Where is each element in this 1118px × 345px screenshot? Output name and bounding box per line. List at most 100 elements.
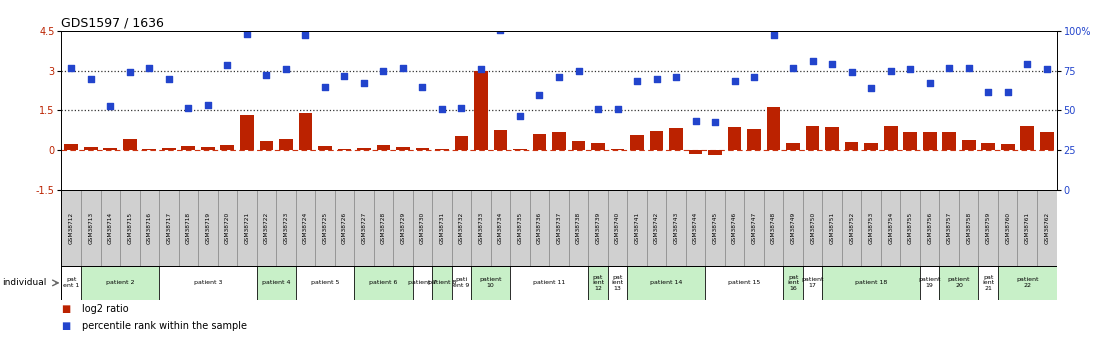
Point [472,67,490,72]
Bar [471,266,510,300]
Point [316,84,334,89]
Bar [685,190,705,266]
Point [121,69,139,75]
Point [569,68,587,73]
Bar [959,190,978,266]
Bar [295,266,354,300]
Point [63,65,80,71]
Bar [786,144,800,150]
Text: GSM38758: GSM38758 [966,211,972,244]
Bar [627,266,705,300]
Bar [416,148,429,150]
Bar [803,190,823,266]
Text: GSM38734: GSM38734 [498,211,503,244]
Bar [571,141,586,150]
Text: GSM38739: GSM38739 [596,211,600,244]
Text: patient 8: patient 8 [428,280,456,285]
Bar [982,144,995,150]
Point [550,75,568,80]
Bar [864,143,878,150]
Bar [631,135,644,150]
Bar [764,190,784,266]
Point [959,65,977,71]
Text: GSM38754: GSM38754 [888,211,893,244]
Bar [377,145,390,150]
Text: GSM38736: GSM38736 [537,211,542,244]
Text: GSM38744: GSM38744 [693,211,698,244]
Bar [1017,190,1038,266]
Point [921,80,939,85]
Bar [670,128,683,150]
Text: GDS1597 / 1636: GDS1597 / 1636 [61,17,164,30]
Bar [280,139,293,150]
Text: GSM38762: GSM38762 [1044,211,1050,244]
Bar [569,190,588,266]
Bar [724,190,745,266]
Bar [80,190,101,266]
Point [843,69,861,75]
Text: GSM38745: GSM38745 [712,211,718,244]
Point [1018,61,1036,67]
Text: GSM38721: GSM38721 [245,211,249,244]
Bar [101,190,120,266]
Point [647,76,665,81]
Bar [705,266,784,300]
Bar [939,190,959,266]
Text: GSM38733: GSM38733 [479,211,483,244]
Point [1038,67,1055,72]
Text: pat
ient
12: pat ient 12 [591,275,604,291]
Bar [845,141,859,150]
Bar [334,190,354,266]
Text: patient 2: patient 2 [106,280,134,285]
Text: patient 15: patient 15 [728,280,760,285]
Bar [784,190,803,266]
Point [218,63,236,68]
Bar [978,266,998,300]
Bar [747,129,761,150]
Point [901,67,919,72]
Text: patient 7: patient 7 [408,280,437,285]
Bar [120,190,140,266]
Bar [530,190,549,266]
Bar [942,131,956,150]
Text: ■: ■ [61,304,70,314]
Point [511,113,529,118]
Bar [532,134,547,150]
Text: patient 4: patient 4 [262,280,291,285]
Bar [295,190,315,266]
Point [354,80,372,85]
Bar [549,190,569,266]
Text: patient 3: patient 3 [193,280,222,285]
Bar [474,71,487,150]
Bar [162,148,176,150]
Bar [705,190,724,266]
Bar [588,266,608,300]
Bar [354,266,413,300]
Bar [998,266,1057,300]
Bar [803,266,823,300]
Bar [1021,126,1034,150]
Bar [373,190,394,266]
Text: GSM38713: GSM38713 [88,211,93,244]
Bar [140,190,159,266]
Bar [961,140,976,150]
Point [726,79,743,84]
Point [882,68,900,73]
Bar [494,130,508,150]
Bar [608,190,627,266]
Point [628,79,646,84]
Text: GSM38740: GSM38740 [615,211,620,244]
Text: GSM38756: GSM38756 [927,211,932,244]
Text: GSM38747: GSM38747 [751,211,757,244]
Bar [513,149,527,150]
Bar [591,144,605,150]
Text: GSM38757: GSM38757 [947,211,951,244]
Point [979,89,997,95]
Bar [552,132,566,150]
Bar [413,190,433,266]
Bar [1038,190,1057,266]
Point [82,76,100,81]
Text: patient 18: patient 18 [855,280,888,285]
Text: GSM38755: GSM38755 [908,211,912,244]
Point [608,106,626,112]
